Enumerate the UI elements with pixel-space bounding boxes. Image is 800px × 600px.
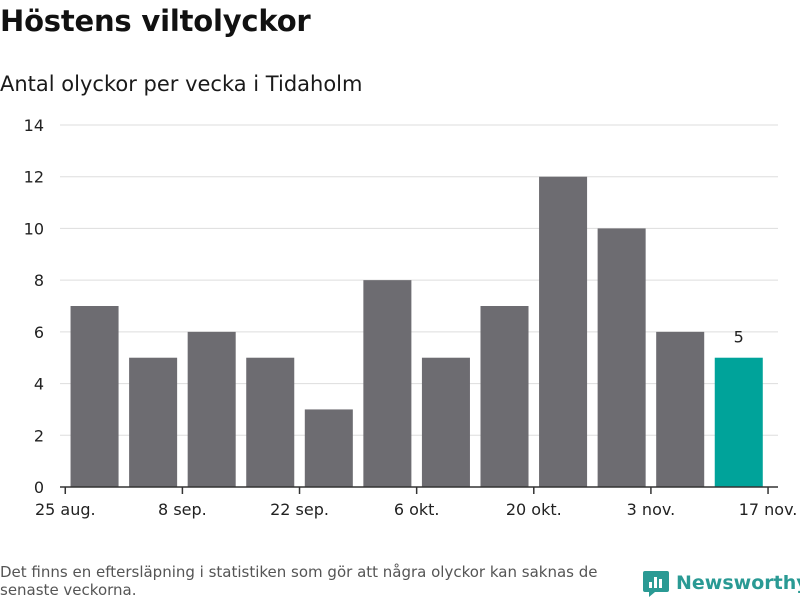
y-tick-label: 8 <box>34 271 44 290</box>
bar <box>187 331 236 487</box>
y-tick-label: 2 <box>34 426 44 445</box>
newsworthy-logo-icon <box>643 571 669 597</box>
x-tick-label: 8 sep. <box>158 500 207 519</box>
bar <box>363 280 412 487</box>
y-tick-label: 0 <box>34 478 44 497</box>
brand-logo: Newsworthy <box>643 568 800 598</box>
y-tick-label: 6 <box>34 323 44 342</box>
brand-name: Newsworthy <box>676 572 800 594</box>
x-tick-label: 20 okt. <box>506 500 562 519</box>
bar <box>480 306 529 487</box>
chart-subtitle: Antal olyckor per vecka i Tidaholm <box>0 72 363 96</box>
bar <box>129 357 178 487</box>
bar <box>597 228 646 487</box>
bar <box>539 176 588 487</box>
bar <box>246 357 295 487</box>
bar-highlighted <box>714 357 763 487</box>
bar <box>421 357 470 487</box>
y-tick-label: 12 <box>24 168 44 187</box>
bar-chart: 0 2 4 6 8 10 12 14 5 25 aug. 8 sep. 22 sep. 6 okt. 20… <box>24 116 798 519</box>
bar <box>304 409 353 487</box>
x-tick-label: 3 nov. <box>627 500 676 519</box>
y-tick-label: 14 <box>24 116 44 135</box>
x-tick-label: 6 okt. <box>394 500 440 519</box>
chart-title: Höstens viltolyckor <box>0 4 311 38</box>
x-tick-label: 25 aug. <box>35 500 96 519</box>
bar <box>70 306 119 487</box>
x-tick-label: 22 sep. <box>270 500 329 519</box>
y-tick-label: 10 <box>24 219 44 238</box>
footnote: Det finns en eftersläpning i statistiken… <box>0 563 598 599</box>
bar <box>656 331 705 487</box>
y-tick-label: 4 <box>34 375 44 394</box>
x-tick-label: 17 nov. <box>739 500 798 519</box>
bar-annotation: 5 <box>734 328 744 347</box>
